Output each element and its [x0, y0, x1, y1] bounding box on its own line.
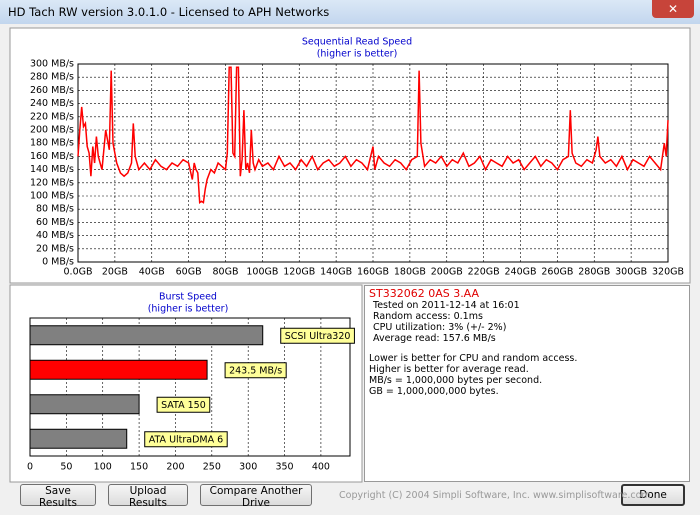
info-note: Lower is better for CPU and random acces… [369, 353, 578, 364]
bar [29, 394, 140, 415]
copyright: Copyright (C) 2004 Simpli Software, Inc.… [339, 490, 651, 501]
y-tick-label: 120 MB/s [30, 177, 74, 188]
x-tick-label: 280GB [578, 267, 610, 278]
bar-label: SATA 150 [161, 400, 206, 411]
x-tick-label: 150 [130, 462, 148, 473]
label-box [156, 396, 211, 413]
title-bar: HD Tach RW version 3.0.1.0 - Licensed to… [0, 0, 700, 24]
read-speed-line [77, 66, 669, 205]
x-tick-label: 320GB [652, 267, 684, 278]
charts: Sequential Read Speed(higher is better)0… [9, 27, 691, 483]
bar-label: ATA UltraDMA 6 [149, 434, 223, 445]
x-tick-label: 200 [166, 462, 184, 473]
bar-label: 243.5 MB/s [229, 365, 282, 376]
x-tick-label: 20GB [102, 267, 128, 278]
label-box [144, 431, 228, 448]
drive-name: ST332062 0AS 3.AA [369, 287, 480, 300]
x-tick-label: 120GB [283, 267, 315, 278]
y-tick-label: 280 MB/s [30, 72, 74, 83]
x-tick-label: 220GB [468, 267, 500, 278]
button[interactable]: Upload Results [108, 484, 188, 509]
y-tick-label: 100 MB/s [30, 191, 74, 202]
x-tick-label: 240GB [504, 267, 536, 278]
x-tick-label: 0 [27, 462, 33, 473]
label-box [224, 362, 287, 379]
y-tick-label: 0 MB/s [42, 257, 74, 268]
x-tick-label: 100 [94, 462, 112, 473]
y-tick-label: 20 MB/s [36, 243, 74, 254]
x-tick-label: 180GB [394, 267, 426, 278]
chart-subtitle: (higher is better) [317, 49, 398, 60]
x-tick-label: 300 [239, 462, 257, 473]
info-note: Higher is better for average read. [369, 364, 529, 375]
y-tick-label: 180 MB/s [30, 138, 74, 149]
x-tick-label: 60GB [176, 267, 202, 278]
x-tick-label: 260GB [541, 267, 573, 278]
x-tick-label: 250 [203, 462, 221, 473]
y-tick-label: 200 MB/s [30, 125, 74, 136]
x-tick-label: 50 [60, 462, 72, 473]
chart-subtitle: (higher is better) [148, 304, 229, 315]
y-tick-label: 260 MB/s [30, 85, 74, 96]
x-tick-label: 160GB [357, 267, 389, 278]
bar-label: SCSI Ultra320 [285, 331, 351, 342]
y-tick-label: 300 MB/s [30, 59, 74, 70]
info-panel: ST332062 0AS 3.AA Tested on 2011-12-14 a… [364, 285, 690, 482]
y-tick-label: 240 MB/s [30, 98, 74, 109]
y-tick-label: 80 MB/s [36, 204, 74, 215]
bar [29, 325, 264, 346]
info-line: Random access: 0.1ms [373, 311, 483, 322]
x-tick-label: 400 [312, 462, 330, 473]
button[interactable]: Compare Another Drive [200, 484, 312, 509]
x-tick-label: 80GB [213, 267, 239, 278]
x-tick-label: 0.0GB [64, 267, 93, 278]
x-tick-label: 40GB [139, 267, 165, 278]
chart-title: Burst Speed [159, 292, 217, 303]
bar [29, 428, 128, 449]
x-tick-label: 140GB [320, 267, 352, 278]
y-tick-label: 160 MB/s [30, 151, 74, 162]
y-tick-label: 40 MB/s [36, 230, 74, 241]
bar [29, 359, 208, 380]
chart-title: Sequential Read Speed [302, 37, 412, 48]
x-tick-label: 100GB [246, 267, 278, 278]
info-line: Average read: 157.6 MB/s [373, 333, 496, 344]
y-tick-label: 220 MB/s [30, 111, 74, 122]
y-tick-label: 60 MB/s [36, 217, 74, 228]
label-box [280, 327, 355, 344]
info-line: Tested on 2011-12-14 at 16:01 [373, 300, 520, 311]
y-tick-label: 140 MB/s [30, 164, 74, 175]
close-button[interactable]: ✕ [652, 0, 694, 18]
info-note: GB = 1,000,000,000 bytes. [369, 386, 499, 397]
button[interactable]: Save Results [20, 484, 96, 509]
button[interactable]: Done [621, 484, 685, 506]
x-tick-label: 200GB [431, 267, 463, 278]
info-line: CPU utilization: 3% (+/- 2%) [373, 322, 507, 333]
x-tick-label: 300GB [615, 267, 647, 278]
window-title: HD Tach RW version 3.0.1.0 - Licensed to… [8, 5, 330, 19]
info-note: MB/s = 1,000,000 bytes per second. [369, 375, 543, 386]
x-tick-label: 350 [275, 462, 293, 473]
